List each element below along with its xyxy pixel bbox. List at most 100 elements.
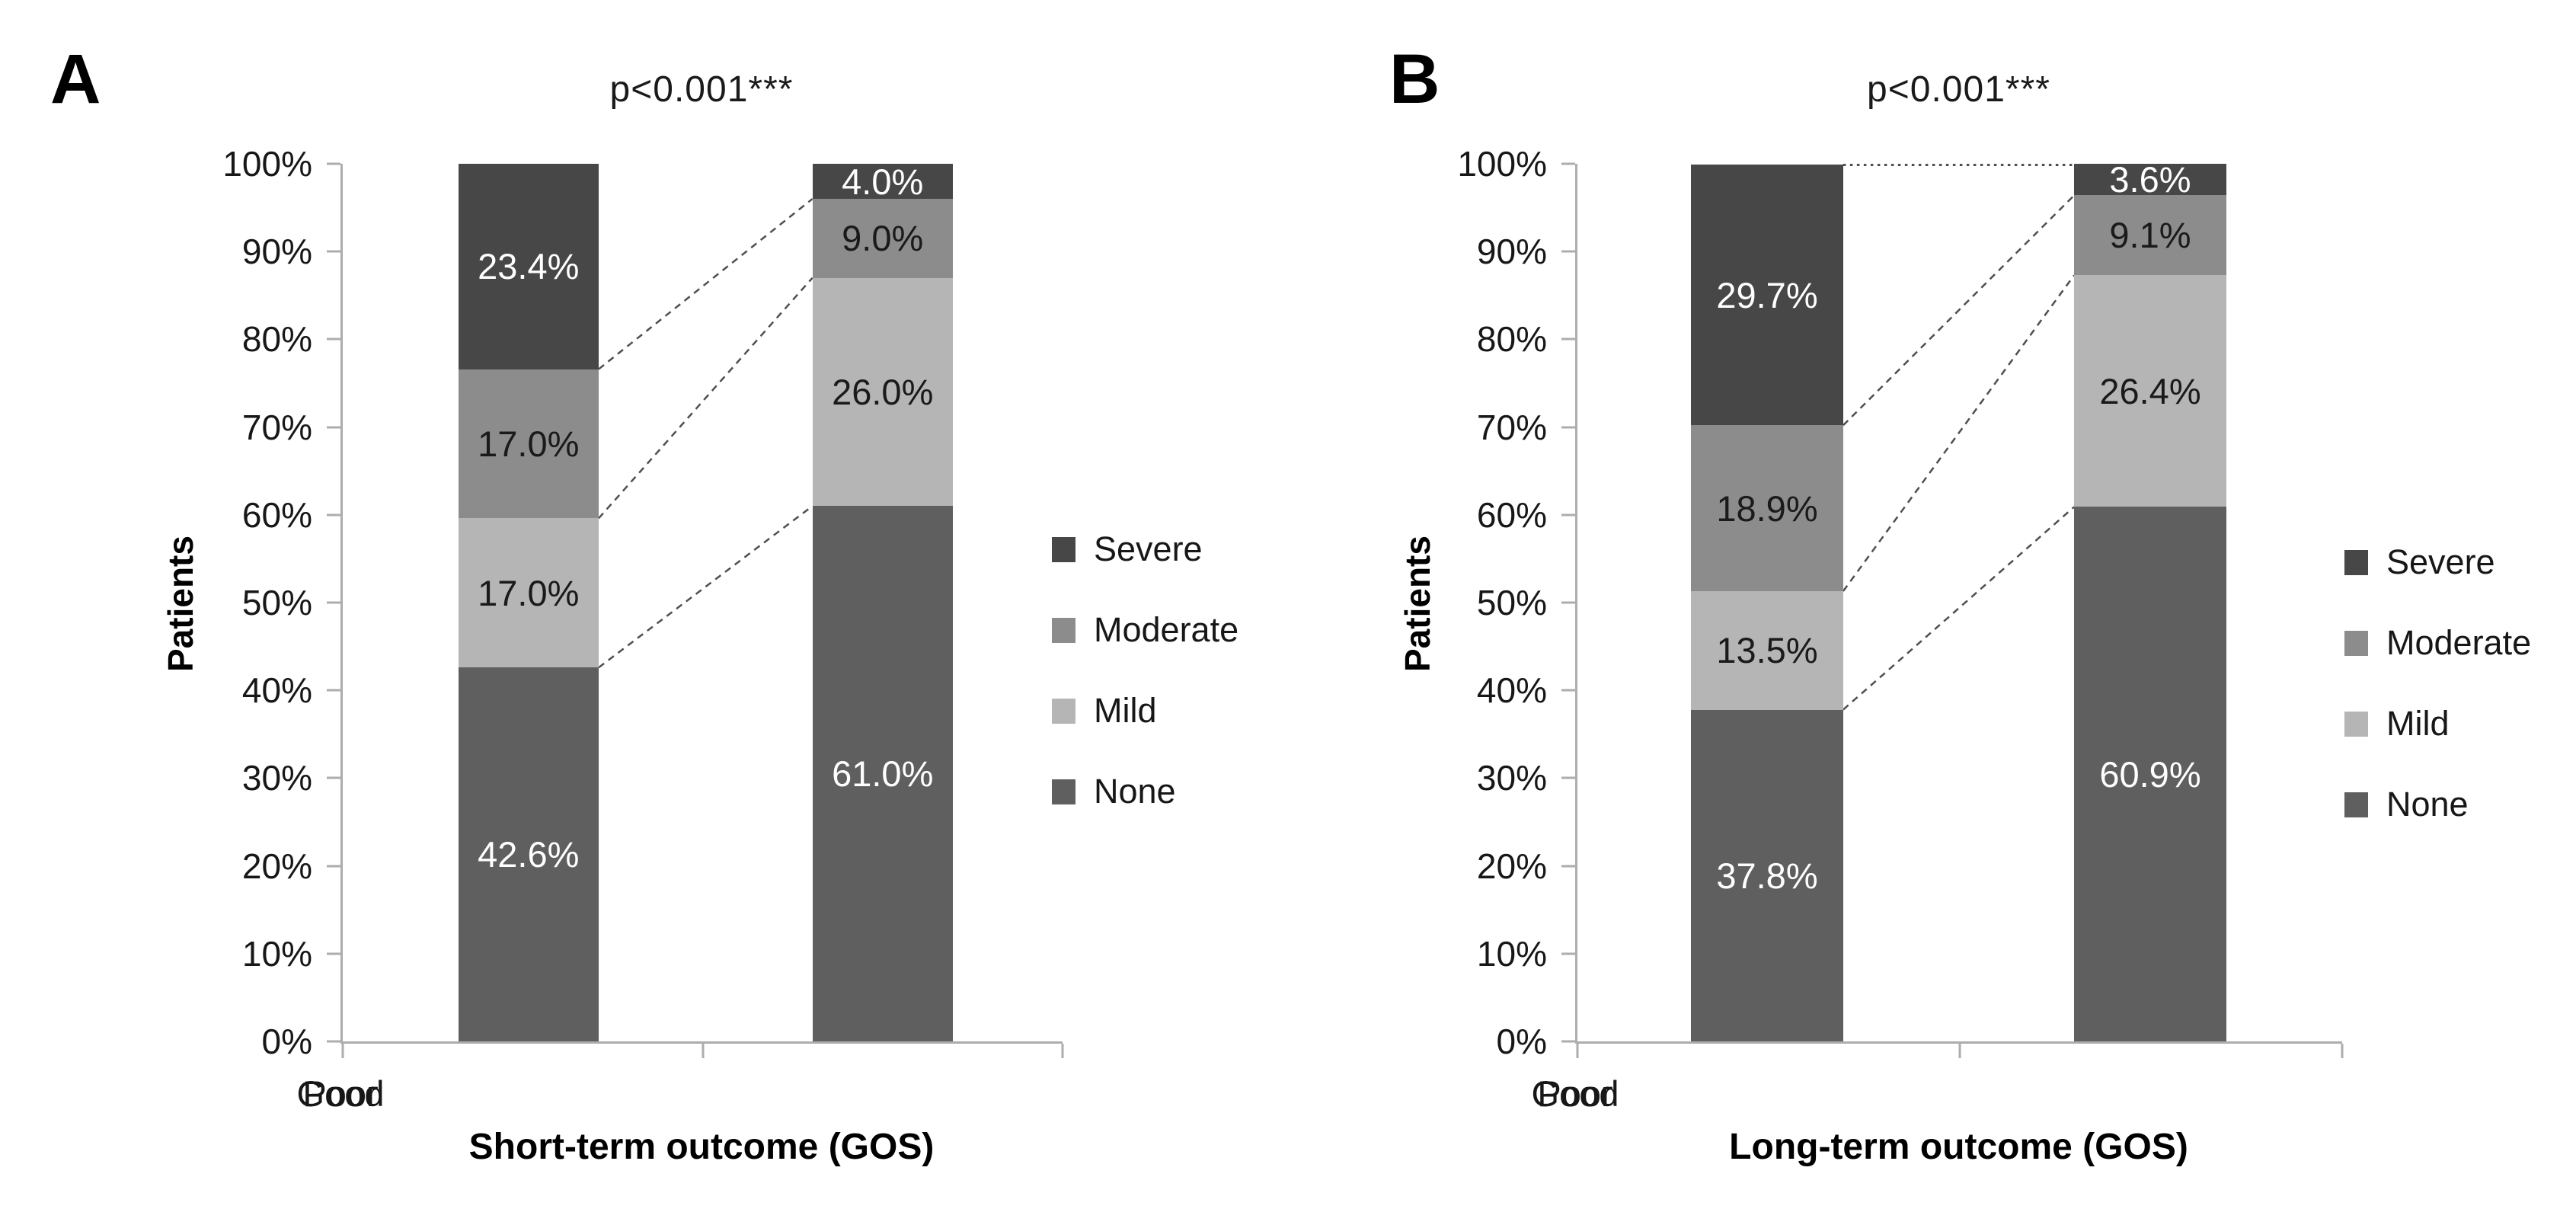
y-tick-mark [327,776,340,779]
segment-value-label: 29.7% [1716,274,1818,315]
legend-label-severe: Severe [2386,542,2495,581]
legend-item-severe: Severe [2344,542,2531,582]
y-tick-mark [1561,601,1575,604]
x-tick-mark [702,1044,704,1058]
y-tick-mark [327,513,340,517]
y-tick-label: 100% [222,144,312,184]
y-tick-label: 60% [241,494,312,535]
bar-good: 61.0% 26.0% 9.0% 4.0% [812,162,953,1041]
segment-severe-poor: 29.7% [1691,165,1843,426]
y-tick-mark [1561,776,1575,779]
p-value-annotation-a: p<0.001*** [609,69,794,110]
x-axis-labels: Poor Good [1532,1073,2342,1117]
legend-label-severe: Severe [1094,529,1203,568]
legend-swatch-none [1052,779,1075,804]
y-tick-label: 30% [1476,758,1547,798]
y-tick-mark [1561,865,1575,868]
legend-item-mild: Mild [1052,691,1238,731]
segment-value-label: 17.0% [478,572,580,613]
segment-value-label: 26.4% [2099,370,2201,411]
y-tick-mark [327,601,340,604]
y-tick-label: 50% [1476,583,1547,622]
segment-value-label: 42.6% [478,834,580,875]
y-tick-mark [327,689,340,692]
p-value-annotation-b: p<0.001*** [1867,69,2050,110]
y-tick-label: 70% [1476,407,1547,447]
segment-value-label: 17.0% [478,424,580,464]
legend-label-none: None [1094,772,1176,811]
y-tick-mark [327,250,340,253]
segment-value-label: 61.0% [832,753,934,795]
legend-swatch-severe [2344,549,2368,575]
segment-value-label: 23.4% [478,246,580,287]
y-tick-label: 20% [1476,846,1547,886]
bar-poor: 37.8% 13.5% 18.9% 29.7% [1691,164,1843,1041]
legend-label-none: None [2386,785,2469,824]
x-axis-labels: Poor Good [297,1073,1063,1117]
legend: Severe Moderate Mild None [2344,542,2531,824]
y-tick-mark [327,162,340,165]
legend-item-mild: Mild [2344,704,2531,744]
y-tick-label: 40% [241,670,312,711]
bar-good: 60.9% 26.4% 9.1% 3.6% [2074,159,2226,1041]
y-tick-mark [327,865,340,868]
y-axis-title-patients: Patients [161,536,200,672]
segment-none-good: 60.9% [2074,507,2226,1041]
legend-swatch-none [2344,792,2368,817]
y-tick-label: 100% [1457,144,1547,184]
x-tick-mark [2341,1044,2344,1058]
segment-moderate-good: 9.0% [812,199,953,278]
segment-mild-good: 26.0% [812,277,953,507]
segment-value-label: 13.5% [1716,630,1818,671]
y-tick-label: 90% [241,232,312,272]
connector-line [598,505,813,669]
y-tick-mark [1561,426,1575,429]
legend: Severe Moderate Mild None [1052,529,1238,811]
y-tick-label: 10% [1476,933,1547,974]
segment-value-label: 37.8% [1716,855,1818,896]
segment-severe-poor: 23.4% [458,164,599,369]
legend-swatch-mild [2344,711,2368,737]
panel-label-a: A [50,40,101,118]
y-tick-mark [1561,513,1575,517]
legend-item-none: None [1052,772,1238,811]
segment-severe-good: 3.6% [2074,159,2226,200]
segment-none-poor: 42.6% [458,667,599,1041]
y-tick-mark [327,426,340,429]
segment-moderate-poor: 17.0% [458,369,599,519]
panel-long-term: B p<0.001*** Patients 100% 90% 80% 70% 60% 50… [1288,0,2576,1225]
y-tick-label: 90% [1476,232,1547,272]
legend-label-moderate: Moderate [1094,610,1239,649]
segment-moderate-good: 9.1% [2074,195,2226,276]
y-axis-title-patients: Patients [1398,536,1437,672]
x-tick-mark [1061,1044,1064,1058]
legend-item-moderate: Moderate [2344,623,2531,663]
x-tick-mark [341,1044,344,1058]
x-tick-mark [1958,1044,1961,1058]
connector-line [598,198,813,370]
x-tick-mark [1576,1044,1579,1058]
connector-line [598,277,813,520]
y-tick-label: 80% [241,319,312,360]
y-tick-mark [1561,689,1575,692]
bar-poor: 42.6% 17.0% 17.0% 23.4% [458,164,599,1041]
panel-label-b: B [1389,40,1440,118]
segment-value-label: 9.1% [2109,215,2191,256]
legend-swatch-severe [1052,536,1075,562]
segment-none-poor: 37.8% [1691,709,1843,1041]
y-tick-mark [327,337,340,341]
connector-lines [598,198,813,669]
y-tick-label: 0% [261,1022,312,1061]
x-category-poor: Poor [1537,1073,1613,1114]
x-axis-title: Long-term outcome (GOS) [1729,1127,2188,1167]
legend-item-moderate: Moderate [1052,610,1238,650]
legend-swatch-mild [1052,698,1075,724]
legend-item-none: None [2344,785,2531,824]
segment-value-label: 9.0% [842,218,924,259]
y-tick-label: 20% [241,846,312,886]
legend-item-severe: Severe [1052,529,1238,569]
segment-mild-good: 26.4% [2074,275,2226,507]
connector-line [1843,194,2075,427]
legend-label-mild: Mild [1094,691,1157,730]
legend-swatch-moderate [2344,630,2368,656]
